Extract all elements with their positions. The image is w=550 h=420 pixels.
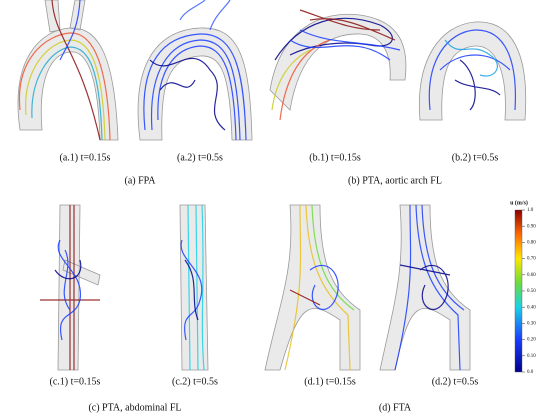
caption: (d) FTA xyxy=(379,402,412,413)
panel-d2 xyxy=(379,204,471,371)
panel-label: (c.2) t=0.5s xyxy=(172,376,218,387)
colorbar-tick-label: 0.30 xyxy=(527,322,536,327)
panel-label: (b.2) t=0.5s xyxy=(452,152,499,163)
colorbar-tick-label: 0.10 xyxy=(527,354,536,359)
colorbar-title: u (m/s) xyxy=(510,199,528,206)
panel-label: (b.1) t=0.15s xyxy=(309,152,361,163)
panel-c2 xyxy=(179,204,209,371)
colorbar-tick-label: 0.0 xyxy=(527,370,534,375)
panel-label: (c.1) t=0.15s xyxy=(50,376,101,387)
colorbar-tick-label: 0.20 xyxy=(527,338,536,343)
colorbar-tick-label: 0.60 xyxy=(527,273,536,278)
colorbar-tick-label: 0.70 xyxy=(527,257,536,262)
panel-b1 xyxy=(269,9,407,121)
caption: (a) FPA xyxy=(124,175,156,186)
colorbar-tick-label: 0.50 xyxy=(527,289,536,294)
colorbar-tick-label: 0.40 xyxy=(527,305,536,310)
panel-b2 xyxy=(418,21,527,121)
colorbar-ticks: 1.0 0.90 0.80 0.70 0.60 0.50 0.40 0.30 0.20 0.10 0… xyxy=(522,208,536,375)
panel-label: (d.2) t=0.5s xyxy=(432,376,479,387)
colorbar-tick-label: 1.0 xyxy=(527,208,534,213)
panel-label: (a.2) t=0.5s xyxy=(177,152,223,163)
colorbar-tick-label: 0.80 xyxy=(527,241,536,246)
panel-a1 xyxy=(17,0,119,141)
colorbar-tick-label: 0.90 xyxy=(527,224,536,229)
panel-d1 xyxy=(264,204,361,371)
panel-label: (a.1) t=0.15s xyxy=(60,152,111,163)
panel-c1 xyxy=(40,204,101,371)
caption: (b) PTA, aortic arch FL xyxy=(348,175,442,186)
panel-a2 xyxy=(137,0,253,141)
caption: (c) PTA, abdominal FL xyxy=(88,402,181,413)
colorbar xyxy=(514,209,523,373)
panel-label: (d.1) t=0.15s xyxy=(304,376,356,387)
